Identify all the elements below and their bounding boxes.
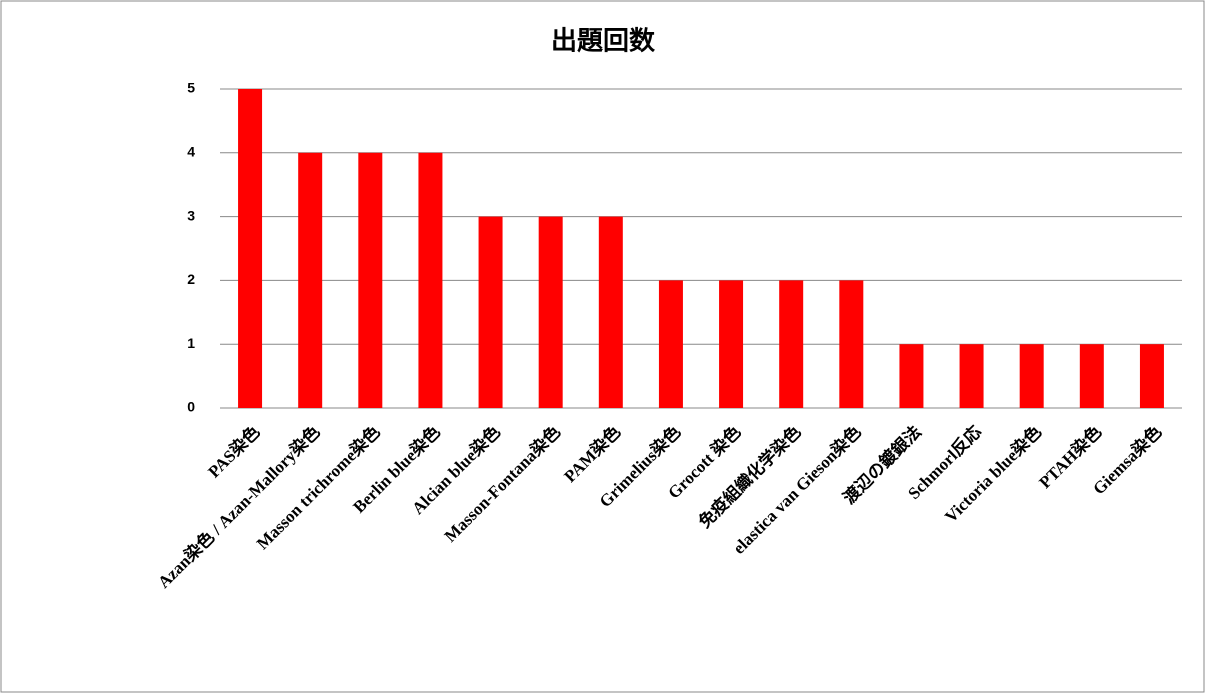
bar	[1079, 344, 1104, 408]
y-tick-label: 5	[187, 80, 195, 96]
bar	[418, 152, 443, 408]
bar	[358, 152, 383, 408]
y-tick-label: 1	[187, 335, 195, 351]
y-tick-label: 4	[187, 144, 195, 160]
bar	[1019, 344, 1044, 408]
bar	[1139, 344, 1164, 408]
bar	[959, 344, 984, 408]
y-tick-label: 0	[187, 399, 195, 415]
bar	[839, 280, 864, 408]
bar	[538, 216, 563, 408]
bar	[238, 89, 263, 408]
bar	[899, 344, 924, 408]
bar	[598, 216, 623, 408]
chart-title: 出題回数	[551, 27, 656, 57]
bar	[719, 280, 744, 408]
bar	[478, 216, 503, 408]
y-tick-label: 2	[187, 271, 195, 287]
y-tick-label: 3	[187, 207, 195, 223]
bar	[658, 280, 683, 408]
bar	[298, 152, 323, 408]
bar	[779, 280, 804, 408]
